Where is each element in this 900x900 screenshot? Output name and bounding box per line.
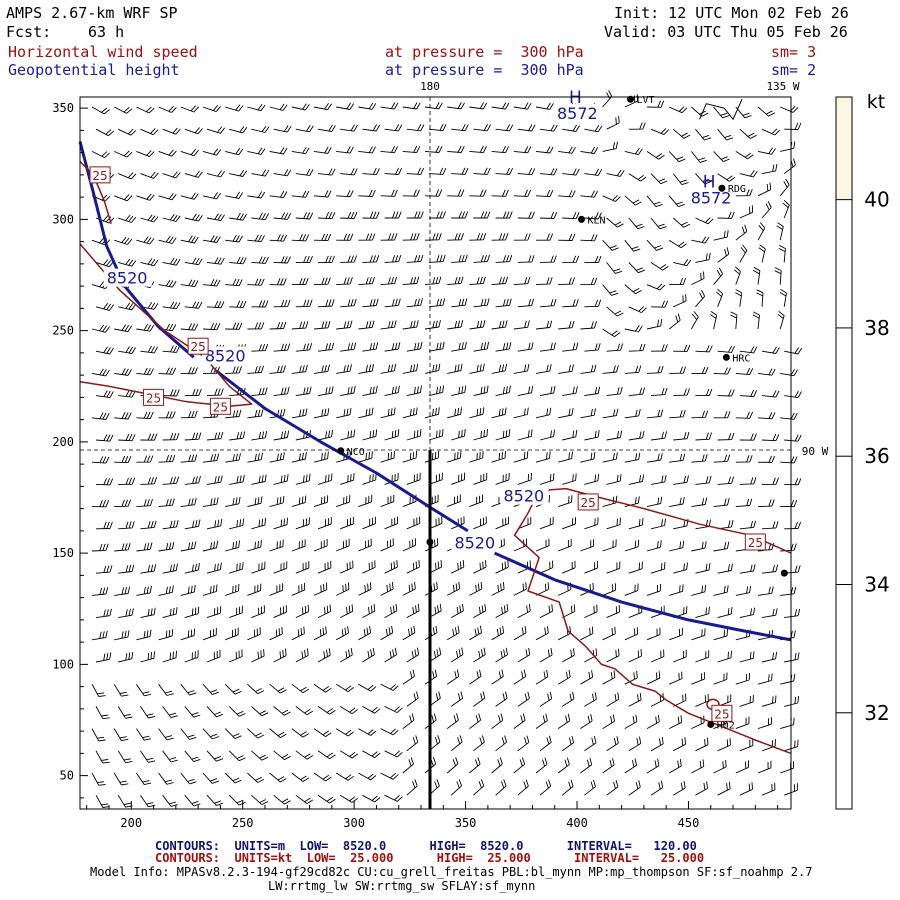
height-label-bg: [553, 104, 602, 123]
model-title: AMPS 2.67-km WRF SP: [6, 4, 178, 22]
init-time: Init: 12 UTC Mon 02 Feb 26: [614, 4, 849, 22]
height-label-bg: [687, 188, 736, 207]
lon-label-180: 180: [420, 80, 440, 93]
x-tick-label: 450: [678, 816, 700, 830]
station-dot: [722, 353, 730, 361]
valid-time: Valid: 03 UTC Thu 05 Feb 26: [604, 23, 848, 41]
station-label: RDG: [728, 184, 746, 195]
height-label-bg: [451, 533, 500, 552]
high-marker: H: [703, 173, 716, 193]
field2-name: Geopotential height: [8, 61, 180, 79]
height-label: 8572: [691, 189, 732, 208]
height-contour-8520-a: [78, 141, 195, 359]
speed-label: 25: [213, 400, 228, 414]
speed-label-box: [577, 493, 599, 511]
height-label-bg: [103, 268, 152, 287]
height-label: 8520: [503, 487, 544, 506]
y-tick-label: 300: [52, 212, 74, 226]
footer-model-info: Model Info: MPASv8.2.3-194-gf29cd82c CU:…: [90, 865, 813, 879]
lon-label-135w: 135 W: [766, 80, 799, 93]
station-label: NCO: [347, 447, 365, 458]
overlay-layer: H8572H8572852085208520852025252525252525…: [80, 88, 791, 809]
lon-label-90w: 90 W: [802, 445, 829, 458]
footer-contour-height: CONTOURS: UNITS=m LOW= 8520.0 HIGH= 8520…: [155, 839, 697, 853]
x-tick-label: 200: [120, 816, 142, 830]
coast-line: [699, 98, 743, 120]
field2-level: at pressure = 300 hPa: [385, 61, 584, 79]
height-label-bg: [201, 346, 250, 365]
y-tick-label: 100: [52, 657, 74, 671]
station-dot: [780, 569, 788, 577]
speed-label-box: [187, 337, 209, 355]
station-dot: [337, 447, 345, 455]
plot-frame: [79, 96, 792, 810]
speed-label-box: [711, 704, 733, 722]
speed-label-box: [143, 388, 165, 406]
field1-level: at pressure = 300 hPa: [385, 43, 584, 61]
height-contour-8520-b: [215, 369, 469, 533]
x-tick-label: 400: [566, 816, 588, 830]
height-label: 8520: [107, 269, 148, 288]
station-dot: [577, 215, 585, 223]
footer-model-info-2: LW:rrtmg_lw SW:rrtmg_sw SFLAY:sf_mynn: [268, 879, 536, 893]
colorbar: 32 34 36 38 40 kt: [835, 91, 890, 810]
speed-label-box: [209, 397, 231, 415]
height-label: 8520: [205, 347, 246, 366]
y-tick-label: 200: [52, 435, 74, 449]
station-dot: [707, 720, 715, 728]
colorbar-unit: kt: [867, 91, 885, 113]
field1-name: Horizontal wind speed: [8, 43, 198, 61]
x-tick-label: 350: [455, 816, 477, 830]
colorbar-tick-label: 32: [864, 701, 889, 725]
station-dot: [426, 538, 434, 546]
forecast-value: 63 h: [88, 23, 125, 41]
wind-barbs: [91, 90, 803, 808]
station-label: HRC: [732, 353, 750, 364]
speed-label-box: [89, 166, 111, 184]
field2-smoothing: sm= 2: [771, 61, 817, 79]
station-label: KLN: [587, 215, 605, 226]
speed-label: 25: [190, 340, 205, 354]
field1-smoothing: sm= 3: [771, 43, 817, 61]
y-tick-label: 350: [52, 101, 74, 115]
colorbar-tick-label: 36: [864, 444, 889, 468]
station-label: H02: [717, 720, 735, 731]
x-tick-label: 300: [343, 816, 365, 830]
speed-label-box: [744, 533, 766, 551]
height-label: 8572: [557, 104, 598, 123]
wind-contour-25-b: [79, 243, 253, 408]
y-tick-label: 250: [52, 324, 74, 338]
speed-label: 25: [92, 169, 107, 183]
wind-contour-25-a: [79, 160, 112, 225]
colorbar-tick-label: 34: [864, 572, 889, 596]
contour-layer: [78, 98, 792, 755]
station-label: LVT: [637, 95, 655, 106]
axes: 200 250 300 350 400 450 50 100 150 200 250 300 350 18…: [52, 80, 828, 830]
speed-label: 25: [714, 707, 729, 721]
y-tick-label: 50: [60, 769, 74, 783]
x-tick-label: 250: [232, 816, 254, 830]
height-contour-8520-c: [493, 551, 792, 642]
wind-barb-field: [91, 90, 803, 808]
height-label: 8520: [454, 533, 495, 552]
speed-label: 25: [146, 391, 161, 405]
y-tick-label: 150: [52, 546, 74, 560]
footer-contour-wind: CONTOURS: UNITS=kt LOW= 25.000 HIGH= 25.…: [155, 851, 705, 865]
colorbar-fill: [836, 97, 852, 200]
forecast-label: Fcst:: [6, 23, 52, 41]
colorbar-tick-label: 40: [864, 188, 889, 212]
wind-contour-25-d: [513, 490, 792, 755]
speed-label: 25: [748, 536, 763, 550]
height-label-bg: [500, 486, 549, 505]
high-marker: H: [569, 88, 582, 108]
colorbar-frame: [835, 96, 853, 810]
colorbar-tick-label: 38: [864, 316, 889, 340]
station-dot: [718, 184, 726, 192]
speed-label: 25: [581, 496, 596, 510]
